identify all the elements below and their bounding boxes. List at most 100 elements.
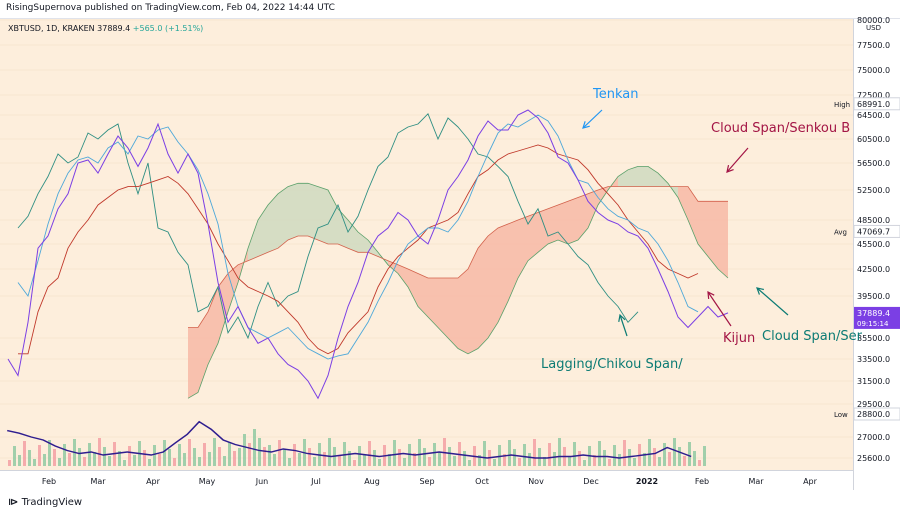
volume-bar	[428, 457, 431, 466]
tenkan-line	[17, 114, 699, 360]
volume-bar	[58, 458, 61, 466]
volume-bar	[118, 451, 121, 466]
time-tick-label: Nov	[528, 477, 544, 486]
cloud-segment	[438, 278, 448, 338]
cloud-segment	[708, 201, 718, 269]
cloud-segment	[318, 186, 328, 244]
last-price: 37889.4	[97, 24, 131, 33]
volume-bar	[693, 451, 696, 466]
currency-label: USD	[866, 24, 881, 32]
volume-bar	[298, 453, 301, 466]
tradingview-logo[interactable]: ⧐ TradingView	[8, 497, 83, 508]
volume-bar	[573, 442, 576, 466]
volume-bar	[583, 460, 586, 466]
volume-bar	[203, 443, 206, 466]
volume-bar	[368, 441, 371, 466]
volume-bar	[323, 452, 326, 466]
annotation-label: Kijun	[723, 331, 755, 346]
volume-bar	[558, 438, 561, 466]
time-axis[interactable]	[0, 470, 853, 491]
ichimoku-cloud	[188, 166, 728, 399]
publish-header: RisingSupernova published on TradingView…	[0, 0, 900, 19]
volume-bars	[8, 429, 706, 466]
cloud-segment	[548, 205, 558, 244]
cloud-segment	[678, 186, 688, 220]
volume-bar	[68, 453, 71, 466]
time-tick-label: Oct	[475, 477, 489, 486]
cloud-segment	[578, 193, 588, 240]
volume-bar	[218, 447, 221, 466]
volume-bar	[78, 448, 81, 466]
price-marker-box	[853, 97, 900, 111]
volume-bar	[183, 453, 186, 466]
volume-bar	[328, 438, 331, 466]
price-tick-label: 27000.0	[857, 433, 890, 442]
volume-bar	[543, 457, 546, 466]
cloud-segment	[638, 166, 648, 187]
volume-bar	[408, 444, 411, 466]
time-tick-label: Aug	[364, 477, 380, 486]
volume-bar	[703, 446, 706, 466]
price-marker-value: 68991.0	[857, 100, 890, 109]
cloud-segment	[698, 201, 708, 257]
price-tick-label: 48500.0	[857, 216, 890, 225]
volume-bar	[128, 446, 131, 466]
cloud-segment	[268, 193, 278, 253]
volume-bar	[313, 457, 316, 466]
volume-bar	[153, 445, 156, 466]
volume-bar	[513, 449, 516, 466]
volume-bar	[288, 458, 291, 466]
price-tick-label: 25600.0	[857, 454, 890, 463]
volume-bar	[48, 440, 51, 466]
cloud-segment	[258, 205, 268, 257]
volume-bar	[233, 451, 236, 466]
volume-bar	[18, 455, 21, 466]
cloud-segment	[198, 311, 208, 393]
volume-bar	[598, 441, 601, 466]
cloud-segment	[338, 208, 348, 249]
cloud-segment	[498, 224, 508, 323]
volume-bar	[148, 459, 151, 466]
price-marker-value: 28800.0	[857, 410, 890, 419]
volume-bar	[208, 452, 211, 466]
price-tick-label: 77500.0	[857, 41, 890, 50]
cloud-segment	[538, 208, 548, 253]
time-tick-label: May	[199, 477, 216, 486]
volume-bar	[403, 458, 406, 466]
cloud-segment	[358, 232, 368, 253]
cloud-segment	[508, 220, 518, 302]
annotation-arrow	[756, 287, 789, 316]
volume-bar	[223, 456, 226, 466]
volume-bar	[258, 438, 261, 466]
volume-bar	[103, 447, 106, 466]
annotation-label: Cloud Span/Senkou B	[711, 121, 850, 136]
volume-bar	[418, 439, 421, 466]
price-tick-label: 45500.0	[857, 240, 890, 249]
volume-bar	[508, 440, 511, 466]
time-tick-label: Jul	[310, 477, 321, 486]
volume-bar	[578, 451, 581, 466]
price-tick-label: 72500.0	[857, 91, 890, 100]
time-tick-label: Mar	[90, 477, 106, 486]
volume-bar	[423, 448, 426, 466]
annotation-label: Cloud Span/Ser	[762, 329, 863, 344]
volume-bar	[133, 455, 136, 466]
volume-bar	[98, 438, 101, 466]
volume-bar	[413, 453, 416, 466]
cloud-segment	[368, 240, 378, 257]
volume-bar	[123, 460, 126, 466]
volume-bar	[658, 457, 661, 466]
volume-bar	[348, 451, 351, 466]
cloud-segment	[288, 183, 298, 240]
cloud-segment	[308, 183, 318, 240]
volume-bar	[158, 454, 161, 466]
volume-bar	[83, 457, 86, 466]
grid-lines	[0, 19, 853, 459]
cloud-segment	[718, 201, 728, 278]
volume-bar	[23, 441, 26, 466]
volume-bar	[243, 434, 246, 466]
annotation-arrowhead	[707, 290, 715, 300]
volume-bar	[358, 446, 361, 466]
volume-bar	[653, 448, 656, 466]
